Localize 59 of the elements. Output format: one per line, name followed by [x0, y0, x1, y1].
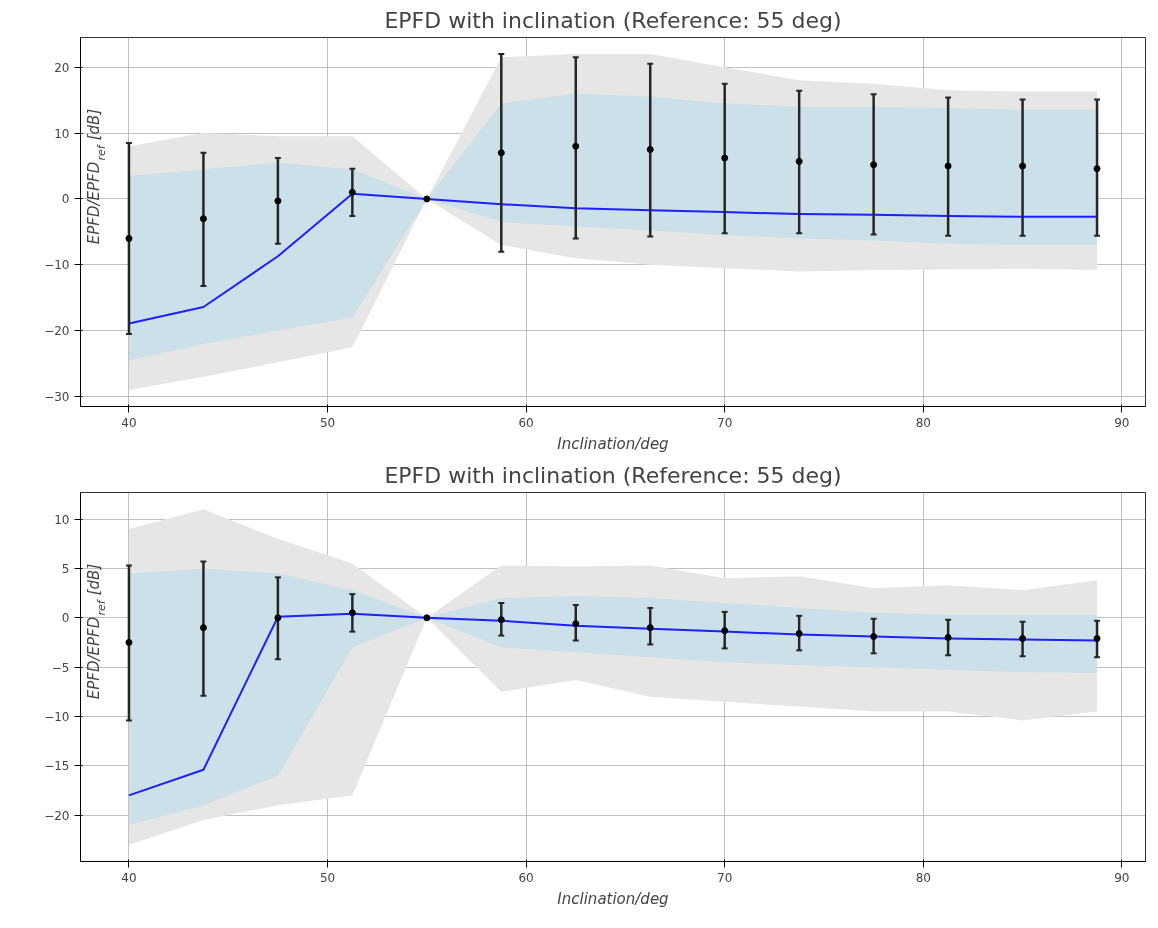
chart-title: EPFD with inclination (Reference: 55 deg): [384, 462, 842, 488]
x-axis-title: Inclination/deg: [557, 889, 669, 908]
x-tick-label: 70: [717, 415, 733, 430]
y-tick-label: −30: [44, 390, 70, 405]
point: [721, 154, 729, 162]
point: [572, 620, 580, 628]
point: [1093, 165, 1101, 173]
y-tick-label: −5: [51, 660, 70, 675]
point: [199, 624, 207, 632]
point: [795, 630, 803, 638]
y-axis-title: EPFD/EPFDref [dB]: [84, 563, 108, 700]
point: [572, 142, 580, 150]
x-tick-label: 50: [319, 870, 336, 885]
x-tick-label: 60: [518, 415, 534, 430]
point: [348, 609, 356, 617]
point: [348, 188, 356, 196]
x-tick-label: 50: [319, 415, 336, 430]
x-tick-label: 70: [717, 870, 733, 885]
point: [497, 616, 505, 624]
x-tick-label: 90: [1114, 415, 1130, 430]
y-tick-label: 20: [54, 60, 70, 75]
x-tick-label: 40: [121, 870, 137, 885]
point: [721, 627, 729, 635]
point: [199, 215, 207, 223]
y-tick-label: 0: [61, 192, 70, 207]
y-tick-label: −10: [44, 709, 70, 724]
point: [944, 634, 952, 642]
point: [423, 614, 431, 622]
point: [1093, 635, 1101, 643]
point: [795, 157, 803, 165]
point: [423, 195, 431, 203]
x-tick-label: 90: [1114, 870, 1130, 885]
y-axis-title: EPFD/EPFDref [dB]: [84, 108, 108, 245]
point: [274, 197, 282, 205]
point: [646, 146, 654, 154]
point: [646, 624, 654, 632]
x-tick-label: 60: [518, 870, 534, 885]
y-tick-label: 10: [54, 126, 70, 141]
point: [125, 234, 133, 242]
point: [944, 162, 952, 170]
point: [1019, 162, 1027, 170]
y-tick-label: 5: [61, 561, 70, 576]
y-tick-label: 0: [61, 611, 70, 626]
point: [274, 614, 282, 622]
point: [497, 149, 505, 157]
chart-title: EPFD with inclination (Reference: 55 deg): [384, 7, 842, 33]
y-tick-label: −10: [44, 258, 70, 273]
point: [870, 161, 878, 169]
y-tick-label: −15: [44, 759, 70, 774]
x-tick-label: 80: [915, 870, 931, 885]
point: [1019, 635, 1027, 643]
x-axis-title: Inclination/deg: [557, 434, 669, 453]
x-tick-label: 40: [121, 415, 137, 430]
x-tick-label: 80: [915, 415, 931, 430]
y-tick-label: −20: [44, 808, 70, 823]
y-tick-label: −20: [44, 324, 70, 339]
y-tick-label: 10: [54, 512, 70, 527]
point: [870, 633, 878, 641]
point: [125, 638, 133, 646]
